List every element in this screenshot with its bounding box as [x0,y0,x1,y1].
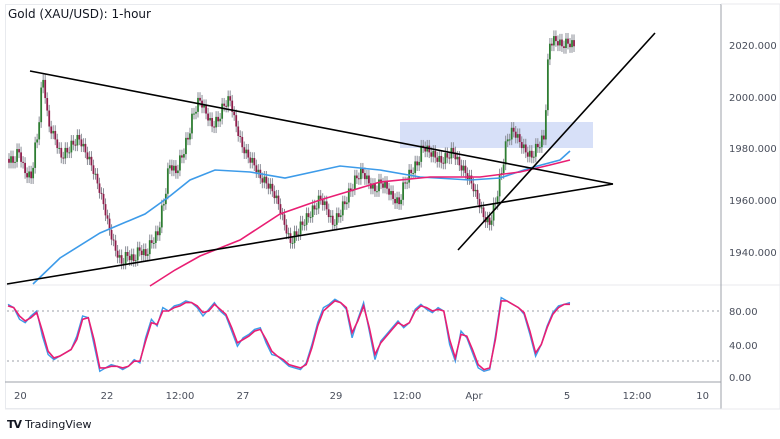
time-tick: 12:00 [623,391,652,402]
price-tick: 2000.000 [729,93,777,104]
time-tick: 22 [101,391,114,402]
price-tick: 1940.000 [729,248,777,259]
time-tick: 27 [237,391,250,402]
price-candles [8,30,575,270]
stoch-tick: 40.00 [729,341,758,352]
stoch-k-line [7,296,571,373]
price-tick: 2020.000 [729,41,777,52]
stoch-tick: 80.00 [729,307,758,318]
price-tick: 1980.000 [729,144,777,155]
time-tick: 29 [330,391,343,402]
tradingview-logo-icon: TV [7,418,22,431]
time-tick: Apr [465,391,483,402]
time-tick: 10 [696,391,709,402]
time-axis[interactable]: 20 22 12:00 27 29 12:00 Apr 5 12:00 10 [14,391,709,402]
price-tick: 1960.000 [729,196,777,207]
time-tick: 5 [564,391,570,402]
stoch-d-line [7,300,570,371]
stoch-tick: 0.00 [729,373,751,384]
rising-support-trendline[interactable] [457,32,656,251]
time-tick: 12:00 [166,391,195,402]
chart-title: Gold (XAU/USD): 1-hour [8,7,151,21]
resistance-zone[interactable] [400,122,593,148]
triangle-upper-trendline[interactable] [29,70,614,185]
ma-fast-line [32,150,571,285]
time-tick: 12:00 [393,391,422,402]
time-tick: 20 [14,391,27,402]
triangle-lower-trendline[interactable] [6,183,614,285]
ma-slow-line [149,159,571,287]
tradingview-logo-text: TradingView [25,418,92,431]
tradingview-logo[interactable]: TV TradingView [7,418,92,431]
